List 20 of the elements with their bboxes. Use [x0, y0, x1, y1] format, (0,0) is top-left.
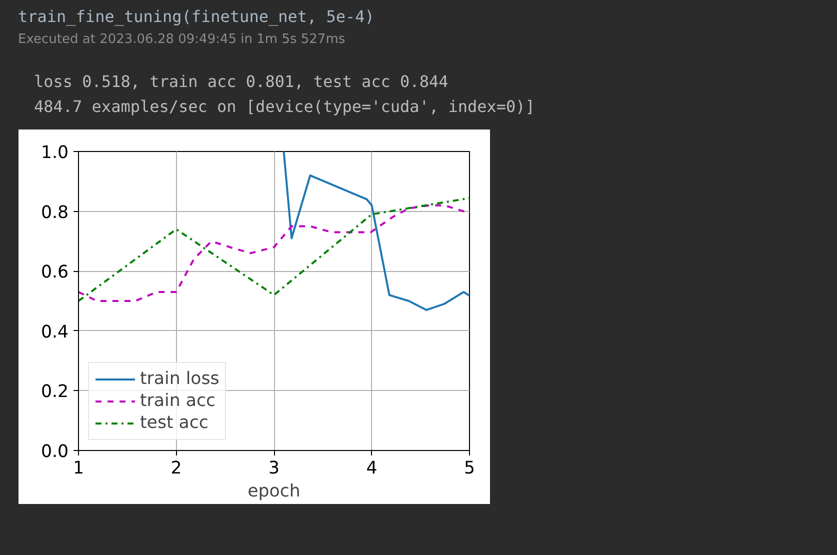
legend-label: train acc: [140, 391, 216, 412]
x-tick-label: 1: [72, 458, 84, 479]
x-axis-title: epoch: [248, 482, 300, 502]
x-tick-label: 5: [464, 458, 476, 479]
x-tick-label: 4: [366, 458, 378, 479]
text: Executed at 2023.06.28 09:49:45 in 1m 5s 527ms: [18, 30, 346, 49]
y-tick-label: 0.2: [40, 382, 69, 402]
y-tick-label: 0.0: [40, 442, 69, 462]
text: 484.7 examples/sec on [device(type='cuda', index=0)]: [34, 96, 535, 118]
y-tick-label: 0.8: [40, 202, 69, 223]
text: train_fine_tuning(finetune_net, 5e-4): [18, 6, 374, 28]
x-tick-label: 3: [268, 458, 280, 479]
y-tick-label: 0.4: [40, 322, 69, 342]
legend-label: train loss: [140, 369, 220, 390]
y-tick-label: 1.0: [40, 143, 69, 164]
text: loss 0.518, train acc 0.801, test acc 0.844: [34, 71, 448, 94]
line-series: [282, 152, 470, 312]
legend-label: test acc: [140, 413, 208, 434]
x-tick-label: 2: [170, 458, 182, 479]
y-tick-label: 0.6: [40, 262, 69, 283]
